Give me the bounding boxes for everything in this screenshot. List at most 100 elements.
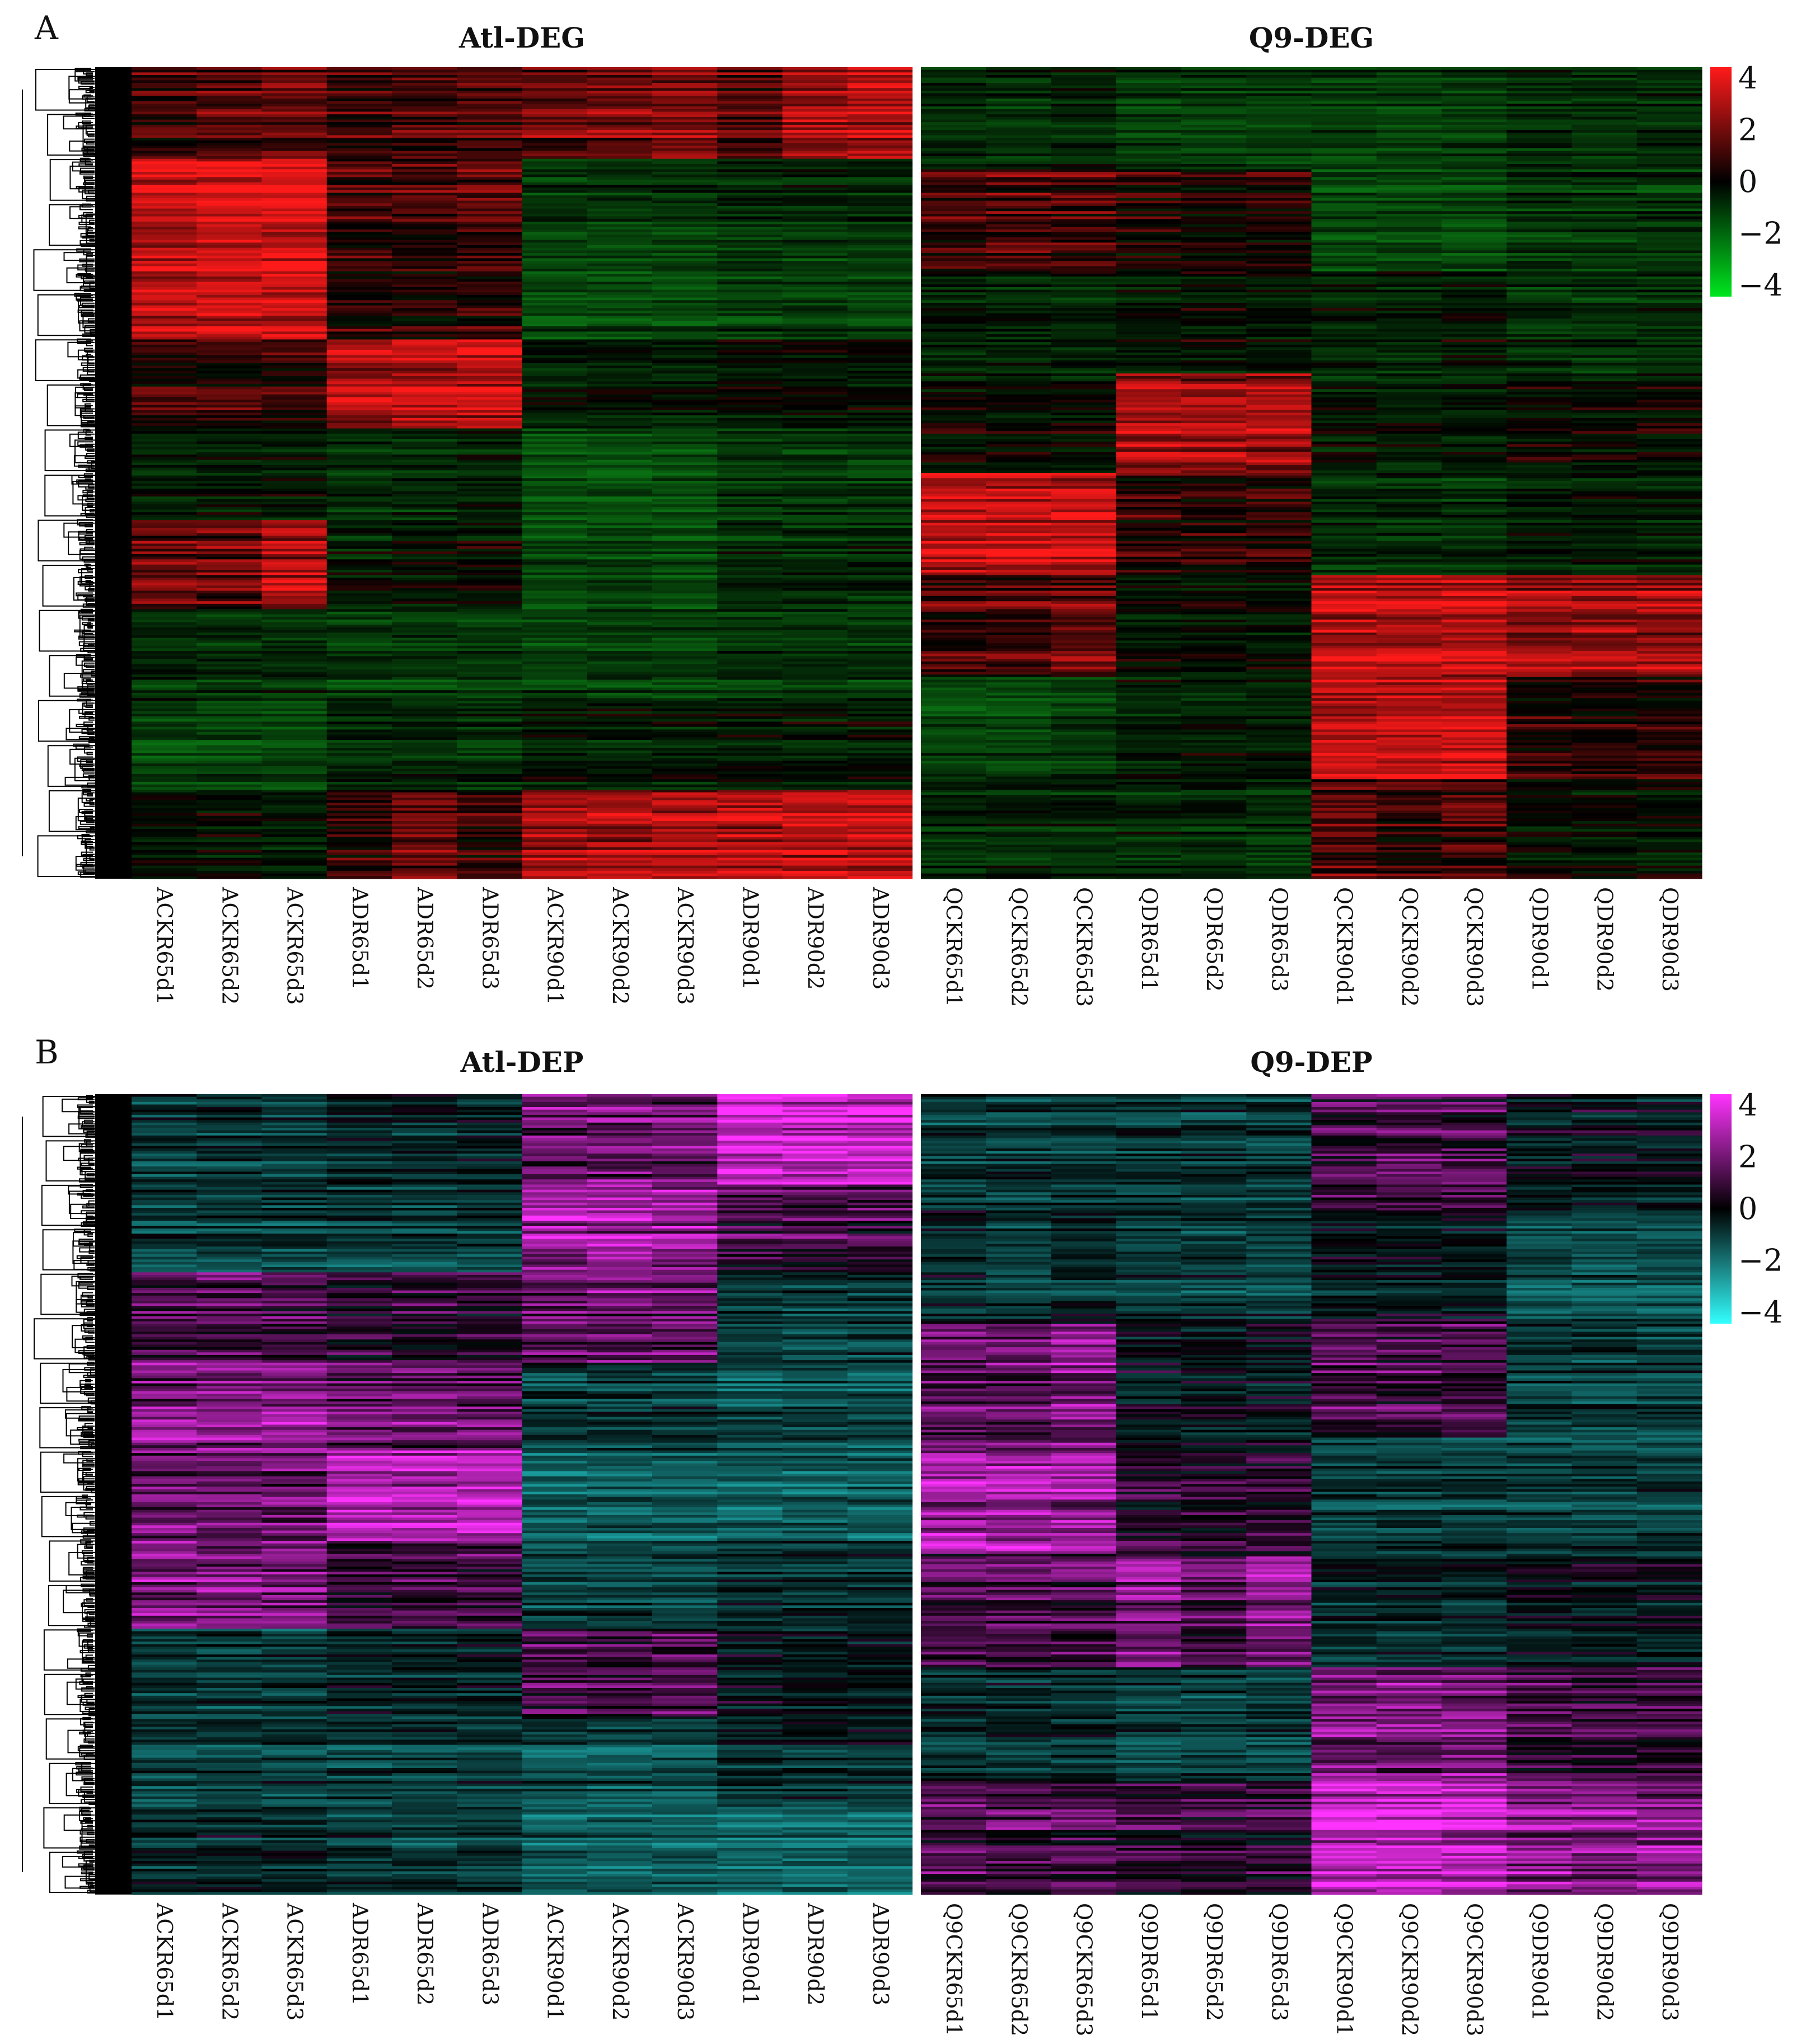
heatmap-cell [132, 449, 197, 453]
heatmap-cell [392, 475, 457, 479]
heatmap-cell [717, 635, 783, 639]
heatmap-cell [522, 465, 588, 468]
heatmap-cell [392, 412, 457, 416]
heatmap-cell [782, 826, 848, 829]
heatmap-cell [1442, 261, 1507, 264]
heatmap-cell [652, 672, 718, 675]
heatmap-cell [717, 533, 783, 536]
heatmap-cell [1051, 195, 1117, 199]
heatmap-cell [196, 507, 263, 510]
heatmap-cell [717, 509, 783, 513]
heatmap-cell [847, 815, 913, 819]
heatmap-cell [196, 659, 263, 662]
heatmap-cell [1051, 316, 1117, 319]
heatmap-cell [132, 548, 197, 552]
heatmap-cell [1051, 274, 1117, 277]
heatmap-cell [522, 294, 588, 298]
heatmap-cell [522, 632, 588, 636]
heatmap-cell [717, 737, 783, 740]
heatmap-cell [261, 344, 327, 348]
heatmap-cell [457, 525, 523, 528]
heatmap-cell [261, 88, 327, 91]
heatmap-cell [326, 548, 392, 552]
heatmap-cell [717, 517, 783, 521]
heatmap-cell [392, 831, 457, 835]
heatmap-cell [782, 855, 848, 859]
heatmap-cell [392, 700, 457, 704]
heatmap-cell [587, 504, 653, 508]
heatmap-cell [1181, 331, 1247, 335]
heatmap-cell [261, 383, 327, 387]
heatmap-cell [522, 857, 588, 861]
heatmap-cell [717, 221, 783, 225]
heatmap-cell [652, 578, 718, 581]
heatmap-cell [196, 381, 263, 385]
heatmap-cell [132, 219, 197, 222]
heatmap-cell [326, 499, 392, 503]
heatmap-cell [1051, 114, 1117, 118]
heatmap-cell [522, 823, 588, 827]
heatmap-cell [132, 96, 197, 99]
heatmap-cell [587, 140, 653, 144]
heatmap-cell [1246, 271, 1312, 275]
heatmap-cell [457, 331, 523, 335]
heatmap-cell [1116, 109, 1182, 112]
heatmap-cell [326, 342, 392, 345]
heatmap-cell [457, 334, 523, 337]
heatmap-cell [652, 776, 718, 780]
heatmap-cell [717, 371, 783, 374]
heatmap-cell [326, 266, 392, 269]
heatmap-cell [522, 350, 588, 353]
heatmap-cell [587, 287, 653, 290]
heatmap-cell [717, 158, 783, 162]
heatmap-cell [457, 541, 523, 544]
heatmap-cell [717, 166, 783, 170]
heatmap-cell [1116, 151, 1182, 154]
heatmap-cell [522, 789, 588, 793]
heatmap-cell [1376, 224, 1442, 227]
heatmap-cell [196, 667, 263, 670]
heatmap-cell [457, 344, 523, 348]
heatmap-cell [717, 870, 783, 874]
heatmap-cell [196, 596, 263, 599]
heatmap-cell [392, 161, 457, 165]
heatmap-cell [847, 679, 913, 683]
heatmap-cell [652, 352, 718, 356]
heatmap-cell [782, 140, 848, 144]
heatmap-cell [1376, 229, 1442, 233]
heatmap-cell [587, 402, 653, 405]
heatmap-cell [847, 344, 913, 348]
heatmap-cell [392, 617, 457, 620]
heatmap-cell [587, 653, 653, 657]
heatmap-cell [457, 203, 523, 207]
heatmap-cell [717, 711, 783, 714]
heatmap-cell [1506, 221, 1573, 225]
heatmap-cell [717, 316, 783, 319]
heatmap-cell [921, 321, 986, 324]
heatmap-cell [196, 617, 263, 620]
heatmap-cell [717, 857, 783, 861]
heatmap-cell [1442, 93, 1507, 97]
heatmap-cell [587, 240, 653, 243]
heatmap-cell [261, 381, 327, 385]
heatmap-cell [196, 664, 263, 667]
heatmap-cell [1181, 316, 1247, 319]
heatmap-cell [196, 258, 263, 261]
heatmap-cell [522, 305, 588, 308]
heatmap-cell [652, 541, 718, 544]
heatmap-cell [457, 603, 523, 607]
heatmap-cell [196, 358, 263, 361]
heatmap-cell [261, 242, 327, 246]
heatmap-cell [1376, 109, 1442, 112]
heatmap-cell [261, 229, 327, 233]
heatmap-cell [457, 839, 523, 843]
heatmap-cell [1116, 85, 1182, 89]
heatmap-cell [1376, 116, 1442, 120]
heatmap-cell [782, 376, 848, 379]
heatmap-cell [587, 311, 653, 314]
heatmap-cell [522, 271, 588, 275]
heatmap-cell [1116, 221, 1182, 225]
heatmap-cell [392, 567, 457, 570]
heatmap-cell [847, 800, 913, 803]
heatmap-cell [392, 457, 457, 461]
